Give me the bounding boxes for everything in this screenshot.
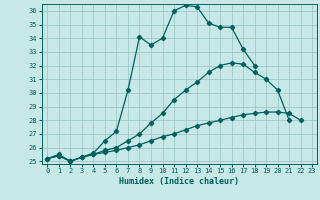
X-axis label: Humidex (Indice chaleur): Humidex (Indice chaleur) <box>119 177 239 186</box>
